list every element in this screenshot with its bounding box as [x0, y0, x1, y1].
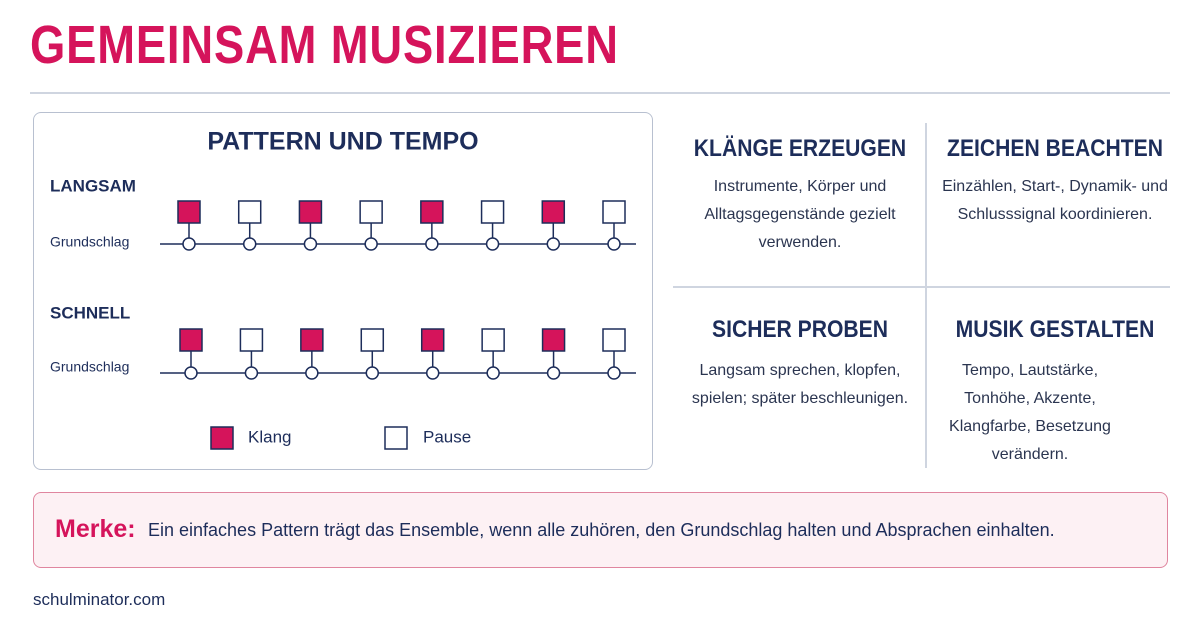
card-title: SICHER PROBEN	[711, 316, 889, 343]
sound-box	[541, 328, 566, 352]
card-title: KLÄNGE ERZEUGEN	[693, 135, 907, 162]
beat-dot	[486, 366, 500, 380]
pause-box	[360, 328, 385, 352]
card-text: Tempo, Lautstärke, Tonhöhe, Akzente, Kla…	[949, 362, 1111, 463]
pause-box	[480, 200, 505, 224]
beat-dot	[546, 237, 561, 251]
sound-box	[420, 328, 445, 352]
beat-dot	[184, 366, 198, 380]
pause-box	[602, 328, 626, 352]
beat-dot	[182, 237, 196, 251]
beat-dot	[485, 237, 500, 251]
legend-swatch	[384, 426, 408, 450]
sound-box	[298, 200, 323, 224]
title: GEMEINSAM MUSIZIEREN	[30, 15, 619, 75]
beat-dot	[425, 237, 439, 251]
beat-dot	[546, 366, 561, 380]
grid-divider	[673, 286, 1170, 288]
card-title: ZEICHEN BEACHTEN	[947, 135, 1163, 162]
pause-box	[602, 200, 626, 224]
note-text: Ein einfaches Pattern trägt das Ensemble…	[148, 520, 1055, 540]
pattern-panel	[33, 112, 653, 470]
beat-dot	[365, 366, 380, 380]
legend-label: Pause	[423, 427, 471, 446]
card-title: MUSIK GESTALTEN	[955, 316, 1155, 343]
pause-box	[239, 328, 264, 352]
beat-label: Grundschlag	[50, 359, 129, 375]
panel-title: PATTERN UND TEMPO	[207, 128, 478, 156]
sound-box	[420, 200, 444, 224]
beat-dot	[305, 366, 319, 380]
pause-box	[481, 328, 505, 352]
card-text: Langsam sprechen, klopfen, spielen; spät…	[691, 362, 909, 407]
legend-swatch	[210, 426, 234, 450]
row-label: LANGSAM	[50, 176, 136, 195]
beat-dot	[242, 237, 257, 251]
beat-dot	[303, 237, 318, 251]
beat-dot	[607, 237, 621, 251]
card-text: Einzählen, Start-, Dynamik- und Schlusss…	[942, 178, 1168, 223]
sound-box	[179, 328, 203, 352]
grid-divider	[925, 123, 927, 468]
beat-dot	[425, 366, 440, 380]
beat-dot	[607, 366, 621, 380]
pause-box	[237, 200, 262, 224]
note-box	[33, 492, 1168, 568]
pause-box	[359, 200, 383, 224]
sound-box	[300, 328, 324, 352]
card-text: Instrumente, Körper und Alltagsgegenstän…	[704, 178, 896, 251]
row-label: SCHNELL	[50, 303, 130, 322]
legend-label: Klang	[248, 427, 291, 446]
footer: schulminator.com	[33, 590, 166, 609]
note-label: Merke:	[55, 515, 136, 543]
beat-label: Grundschlag	[50, 234, 129, 250]
beat-dot	[364, 237, 378, 251]
sound-box	[177, 200, 201, 224]
beat-dot	[244, 366, 259, 380]
sound-box	[541, 200, 566, 224]
divider	[30, 92, 1170, 94]
